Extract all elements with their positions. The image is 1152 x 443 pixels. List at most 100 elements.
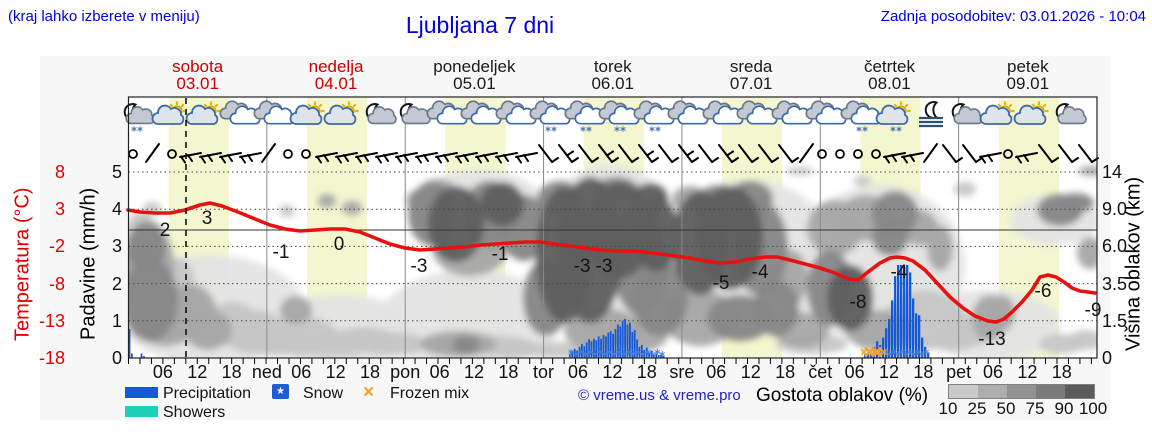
page-title: Ljubljana 7 dni — [405, 12, 555, 38]
snow-icon: ★ — [272, 384, 289, 399]
cloud-icon — [702, 100, 744, 125]
wind-calm-icon — [301, 149, 311, 159]
density-tick-label: 100 — [1078, 399, 1108, 418]
frozen-mix-icon: × — [363, 382, 375, 403]
moon-cloud-icon — [399, 103, 431, 125]
x-hour-label: 12 — [1017, 362, 1038, 382]
precip-axis-tick: 2 — [111, 273, 122, 294]
svg-text:-1: -1 — [492, 244, 509, 265]
svg-text:-6: -6 — [1035, 281, 1052, 302]
wind-barb-icon — [778, 144, 799, 163]
wind-barb-icon — [598, 144, 619, 163]
moon-cloud-icon — [365, 103, 397, 125]
wind-barb-icon — [219, 152, 242, 164]
cloud-snow-icon — [598, 100, 640, 132]
density-color-step — [1036, 385, 1065, 398]
x-hour-label: 06 — [567, 362, 588, 382]
wind-barb-icon — [475, 152, 498, 164]
temperature-value-labels: 23-1 0-3-1-3 -3-5-4-8-4-13-6-9 — [160, 208, 1102, 350]
copyright-link[interactable]: © vreme.us & vreme.pro — [578, 387, 741, 404]
svg-text:-4: -4 — [891, 262, 908, 283]
day-header-date: 04.01 — [314, 74, 358, 93]
x-hour-label: 12 — [602, 362, 623, 382]
x-hour-label: 12 — [187, 362, 208, 382]
x-hour-label: 18 — [1051, 362, 1072, 382]
wind-barb-icon — [618, 144, 639, 163]
wind-barb-icon — [261, 143, 276, 163]
cloud-height-axis-tick: 14 — [1102, 162, 1123, 182]
wind-barb-icon — [415, 152, 438, 164]
sun-cloud-icon — [979, 101, 1015, 125]
day-header-name: nedelja — [308, 57, 364, 76]
precip-axis-tick: 0 — [111, 348, 122, 368]
cloud-icon — [736, 100, 778, 125]
day-header-date: 09.01 — [1006, 74, 1050, 93]
temp-axis-tick: 8 — [54, 162, 65, 182]
density-tick-label: 75 — [1025, 399, 1045, 418]
day-header-name: sobota — [172, 57, 224, 76]
precip-axis-tick: 5 — [111, 162, 122, 182]
svg-text:-1: -1 — [273, 242, 290, 263]
wind-barb-icon — [145, 143, 160, 163]
last-update-label: Zadnja posodobitev: 03.01.2026 - 10:04 — [880, 8, 1146, 25]
wind-barb-icon — [1038, 144, 1059, 163]
x-hour-label: 06 — [152, 362, 173, 382]
density-color-step — [978, 385, 1007, 398]
day-header-date: 08.01 — [868, 74, 911, 93]
x-hour-label: 18 — [498, 362, 519, 382]
wind-calm-icon — [853, 149, 863, 159]
wind-calm-icon — [167, 149, 177, 159]
svg-text:-8: -8 — [850, 292, 867, 313]
temperature-line — [126, 201, 1097, 324]
wind-barb-icon — [495, 152, 518, 164]
x-hour-label: 06 — [429, 362, 450, 382]
cloud-height-axis-tick: 0 — [1102, 348, 1113, 368]
precip-axis-tick: 1 — [111, 310, 122, 331]
wind-barb-icon — [315, 152, 338, 164]
x-hour-label: 12 — [325, 362, 346, 382]
wind-barb-icon — [658, 144, 679, 163]
wind-barb-icon — [962, 144, 983, 163]
cloud-height-axis-tick: 1.5 — [1102, 310, 1128, 331]
density-tick-label: 90 — [1054, 399, 1074, 418]
wind-barb-icon — [758, 144, 779, 163]
svg-text:-3: -3 — [596, 256, 613, 277]
temp-axis-tick: -2 — [48, 236, 65, 257]
wind-barb-icon — [199, 152, 222, 164]
moon-fog-icon — [919, 101, 943, 128]
density-tick-label: 25 — [967, 399, 987, 418]
wind-barb-icon — [355, 152, 378, 164]
wind-barb-icon — [395, 152, 418, 164]
day-header-date: 05.01 — [453, 74, 496, 93]
density-tick-label: 50 — [996, 399, 1016, 418]
x-hour-label: 18 — [221, 362, 242, 382]
x-hour-label: 06 — [291, 362, 312, 382]
wind-barb-icon — [435, 152, 458, 164]
x-day-label: čet — [808, 362, 833, 382]
x-hour-label: 18 — [360, 362, 381, 382]
cloud-icon — [805, 100, 847, 125]
wind-barb-icon — [979, 152, 1002, 164]
cloud-icon — [495, 100, 537, 125]
x-day-label: sre — [669, 362, 695, 382]
x-hour-label: 06 — [983, 362, 1004, 382]
sun-cloud-icon — [151, 101, 187, 125]
density-color-step — [1007, 385, 1036, 398]
day-header-date: 07.01 — [729, 74, 773, 93]
wind-barbs-row — [128, 143, 1099, 164]
wind-barb-icon — [538, 144, 559, 163]
sun-cloud-icon — [1013, 101, 1049, 125]
x-hour-label: 06 — [706, 362, 727, 382]
x-hour-label: 06 — [844, 362, 865, 382]
wind-barb-icon — [718, 144, 739, 163]
x-hour-label: 12 — [463, 362, 484, 382]
svg-text:-5: -5 — [713, 273, 730, 294]
wind-calm-icon — [871, 149, 881, 159]
wind-barb-icon — [638, 144, 659, 163]
temp-axis-tick: -8 — [48, 273, 65, 294]
svg-text:-4: -4 — [752, 262, 769, 283]
svg-text:0: 0 — [334, 234, 345, 255]
wind-barb-icon — [678, 144, 699, 163]
svg-text:-13: -13 — [978, 329, 1005, 350]
wind-barb-icon — [515, 152, 538, 164]
